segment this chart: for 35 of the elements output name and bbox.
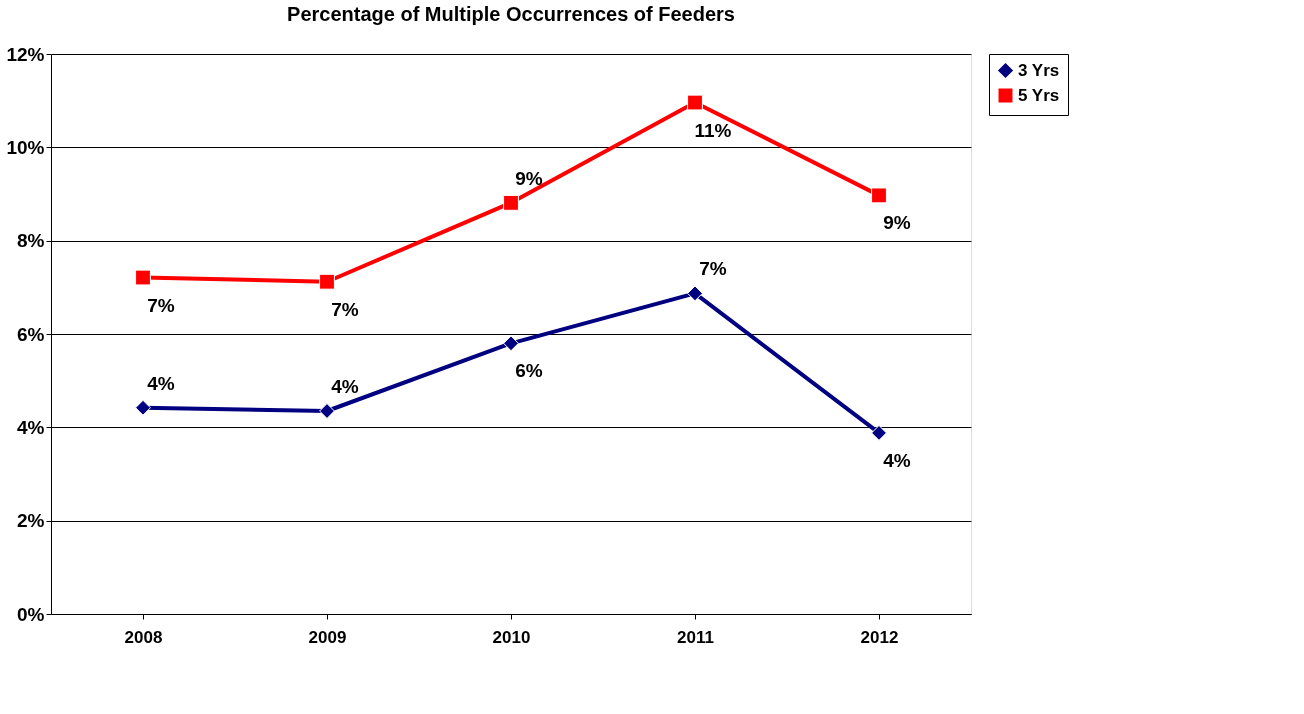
data-label: 7%	[147, 294, 175, 316]
chart-title: Percentage of Multiple Occurrences of Feeders	[287, 3, 735, 25]
data-label: 11%	[694, 119, 732, 141]
point	[319, 273, 335, 290]
x-tick-label: 2012	[860, 627, 899, 647]
point	[687, 285, 703, 302]
point	[135, 269, 151, 286]
y-tick-label: 12%	[6, 43, 45, 65]
point	[503, 194, 519, 211]
data-label: 7%	[331, 298, 359, 320]
point	[871, 187, 887, 204]
y-tick-label: 6%	[17, 323, 45, 345]
legend-label: 5 Yrs	[1018, 85, 1060, 105]
point	[319, 403, 335, 419]
y-tick-label: 4%	[17, 416, 45, 438]
data-label: 4%	[331, 376, 359, 397]
y-tick-label: 8%	[17, 230, 45, 252]
x-tick-label: 2011	[677, 627, 714, 647]
point	[135, 399, 151, 416]
y-tick-label: 0%	[17, 603, 45, 625]
x-tick-label: 2008	[124, 627, 163, 647]
data-label: 9%	[883, 212, 911, 234]
point	[871, 425, 887, 441]
point	[687, 94, 703, 111]
x-tick-label: 2009	[308, 627, 347, 647]
data-label: 4%	[883, 449, 911, 471]
point	[503, 335, 519, 352]
legend-label: 3 Yrs	[1018, 60, 1060, 80]
y-tick-label: 2%	[17, 510, 45, 532]
x-tick-label: 2010	[492, 627, 531, 647]
data-label: 4%	[147, 372, 175, 394]
data-label: 7%	[699, 258, 727, 280]
data-label: 6%	[515, 360, 543, 382]
y-tick-label: 10%	[6, 136, 45, 158]
data-label: 9%	[515, 167, 543, 189]
